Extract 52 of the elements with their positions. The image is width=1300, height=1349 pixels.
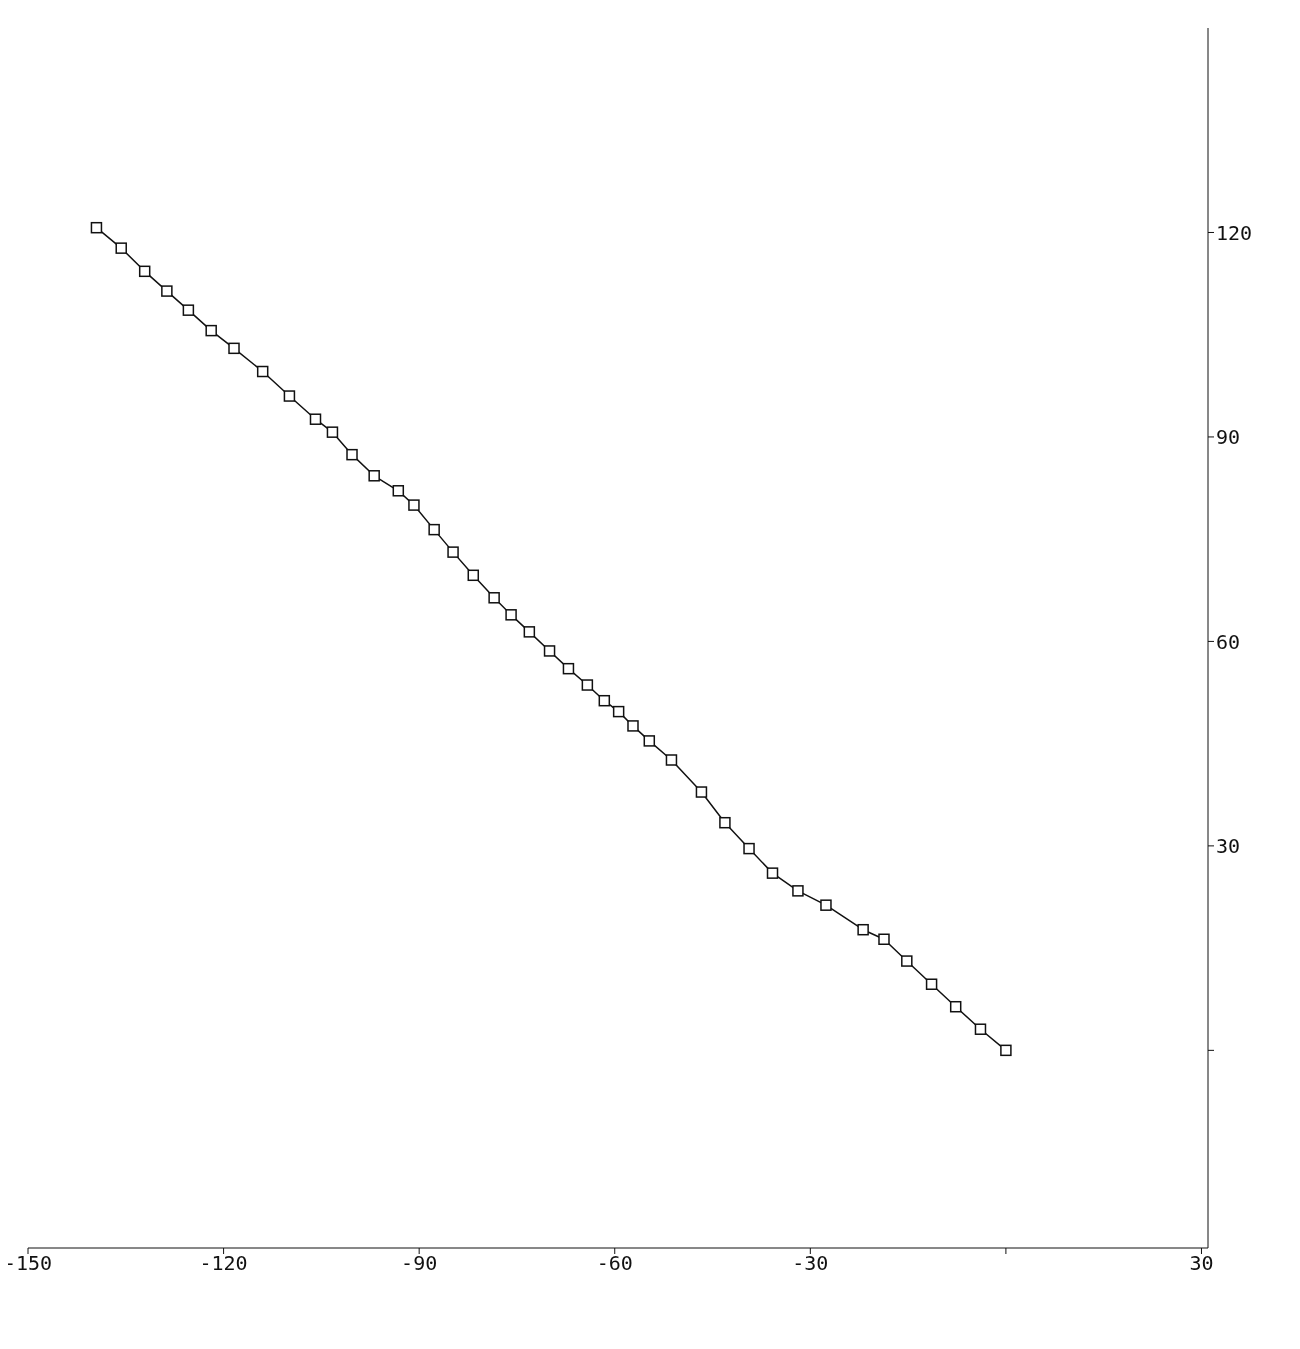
point: [1000, 1044, 1012, 1057]
point: [949, 1000, 962, 1013]
point: [598, 694, 611, 707]
point: [505, 609, 517, 621]
point: [766, 867, 779, 879]
x-tick-label: -150: [3, 1251, 53, 1276]
x-tick-label: -90: [401, 1251, 438, 1276]
point: [612, 705, 625, 718]
point: [408, 499, 420, 511]
point: [161, 285, 173, 297]
y-tick-label: 60: [1216, 629, 1241, 654]
point: [820, 899, 832, 911]
point: [428, 523, 440, 536]
x-tick-label: -120: [199, 1251, 248, 1276]
point: [447, 546, 459, 558]
point: [627, 720, 639, 732]
point: [792, 885, 804, 897]
point: [878, 933, 890, 945]
point: [368, 470, 380, 482]
point: [562, 662, 575, 675]
x-tick-label: 30: [1189, 1251, 1214, 1276]
x-tick-label: -60: [596, 1251, 633, 1276]
point: [665, 754, 678, 766]
point: [182, 304, 195, 316]
point: [392, 485, 405, 497]
y-tick-label: 120: [1216, 220, 1253, 245]
y-tick-label: 90: [1216, 425, 1241, 450]
point: [581, 679, 594, 691]
point: [695, 786, 708, 798]
point: [309, 413, 322, 425]
point: [115, 242, 127, 254]
point: [974, 1023, 987, 1035]
point: [925, 978, 938, 990]
point: [283, 390, 296, 402]
point: [743, 842, 755, 855]
point: [488, 592, 500, 604]
point: [543, 645, 556, 657]
y-tick-label: 30: [1216, 833, 1241, 858]
point: [643, 735, 656, 747]
point: [467, 569, 480, 582]
point: [256, 365, 269, 378]
point: [228, 342, 240, 355]
point: [719, 816, 731, 829]
point: [346, 448, 358, 461]
point: [523, 626, 536, 638]
point: [857, 923, 869, 936]
point: [205, 324, 217, 337]
x-tick-label: -30: [792, 1251, 829, 1276]
point: [138, 265, 151, 278]
point: [326, 426, 339, 438]
point: [90, 221, 103, 234]
point: [901, 955, 913, 967]
